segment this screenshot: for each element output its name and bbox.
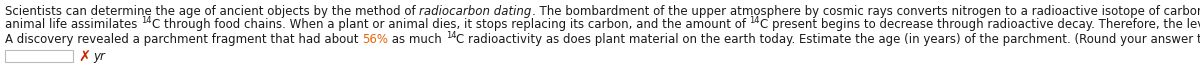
Text: C present begins to decrease through radioactive decay. Therefore, the level of : C present begins to decrease through rad…: [760, 18, 1200, 31]
Text: radiocarbon dating: radiocarbon dating: [419, 5, 532, 18]
Text: as much: as much: [389, 33, 445, 46]
Text: ✗: ✗: [78, 50, 90, 65]
Text: 14: 14: [749, 16, 760, 25]
Text: . The bombardment of the upper atmosphere by cosmic rays converts nitrogen to a : . The bombardment of the upper atmospher…: [532, 5, 1200, 18]
Bar: [5, 50, 73, 62]
Text: animal life assimilates: animal life assimilates: [5, 18, 142, 31]
Text: 14: 14: [445, 31, 456, 40]
Text: A discovery revealed a parchment fragment that had about: A discovery revealed a parchment fragmen…: [5, 33, 362, 46]
Text: 14: 14: [142, 16, 151, 25]
Text: C through food chains. When a plant or animal dies, it stops replacing its carbo: C through food chains. When a plant or a…: [151, 18, 749, 31]
Text: 56%: 56%: [362, 33, 389, 46]
Text: C radioactivity as does plant material on the earth today. Estimate the age (in : C radioactivity as does plant material o…: [456, 33, 1200, 46]
Text: Scientists can determine the age of ancient objects by the method of: Scientists can determine the age of anci…: [5, 5, 419, 18]
Text: yr: yr: [94, 50, 106, 63]
